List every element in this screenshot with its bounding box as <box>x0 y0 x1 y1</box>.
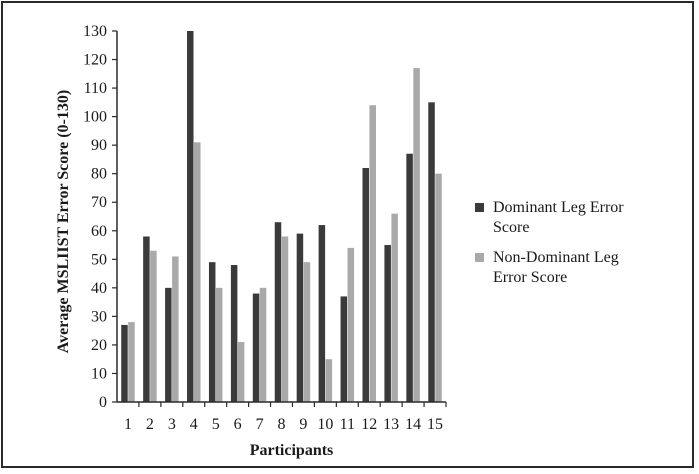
y-tick-label: 30 <box>91 308 107 325</box>
bar-series-1 <box>296 233 304 402</box>
bar-series-2 <box>435 173 442 402</box>
bar-series-1 <box>252 293 260 402</box>
bar-series-1 <box>274 222 282 402</box>
bar-series-2 <box>325 359 333 402</box>
y-tick-label: 110 <box>84 80 107 97</box>
x-tick-label: 11 <box>340 416 355 433</box>
bar-series-1 <box>208 262 216 402</box>
x-tick-label: 12 <box>361 416 377 433</box>
x-tick-label: 14 <box>405 416 421 433</box>
bar-series-2 <box>172 256 179 402</box>
bar-series-1 <box>384 245 391 402</box>
bar-series-2 <box>303 262 311 402</box>
bar-series-1 <box>406 153 413 402</box>
y-axis-ticks: 0 10 20 30 40 50 60 70 80 90 100 110 120 130 <box>83 23 117 411</box>
x-tick-label: 13 <box>383 416 399 433</box>
x-tick-label: 9 <box>299 416 307 433</box>
bar-series-2 <box>391 213 398 402</box>
x-tick-label: 2 <box>146 416 154 433</box>
bar-series-1 <box>143 236 150 402</box>
bar-series-1 <box>165 287 172 402</box>
x-tick-label: 1 <box>124 416 132 433</box>
bars <box>121 31 442 403</box>
y-tick-label: 130 <box>83 23 107 40</box>
y-tick-label: 20 <box>91 337 107 354</box>
bar-series-2 <box>150 250 157 402</box>
y-tick-label: 0 <box>99 394 107 411</box>
x-tick-label: 5 <box>212 416 220 433</box>
y-tick-label: 40 <box>91 280 107 297</box>
bar-series-1 <box>340 296 348 402</box>
y-tick-label: 100 <box>83 109 107 126</box>
bar-series-2 <box>128 322 135 402</box>
y-tick-label: 10 <box>91 365 107 382</box>
x-axis-ticks: 1 2 3 4 5 6 7 8 9 10 11 12 13 14 15 <box>124 402 447 433</box>
bar-series-1 <box>230 265 238 402</box>
bar-series-2 <box>237 342 245 402</box>
y-tick-label: 60 <box>91 223 107 240</box>
bar-series-1 <box>428 102 435 402</box>
y-tick-label: 50 <box>91 251 107 268</box>
bar-series-2 <box>194 142 201 403</box>
y-tick-label: 120 <box>83 52 107 69</box>
bar-series-2 <box>369 105 376 402</box>
x-tick-label: 3 <box>168 416 176 433</box>
y-tick-label: 90 <box>91 137 107 154</box>
legend-swatch <box>475 203 484 212</box>
x-tick-label: 6 <box>234 416 242 433</box>
x-tick-label: 4 <box>190 416 198 433</box>
bar-series-1 <box>121 324 128 402</box>
bar-series-2 <box>281 236 289 402</box>
x-tick-label: 8 <box>278 416 286 433</box>
x-axis-title: Participants <box>250 442 334 459</box>
legend: Dominant Leg Error Score Non-Dominant Leg E… <box>475 199 624 286</box>
y-axis-title: Average MSLIIST Error Score (0-130) <box>55 90 72 353</box>
bar-series-2 <box>347 247 355 402</box>
bar-series-2 <box>215 287 223 402</box>
legend-label: Non-Dominant Leg Error Score <box>493 249 619 286</box>
x-tick-label: 7 <box>256 416 264 433</box>
x-tick-label: 10 <box>317 416 333 433</box>
bar-series-1 <box>187 31 194 402</box>
bar-series-2 <box>259 287 267 402</box>
bar-series-1 <box>362 167 369 402</box>
legend-label: Dominant Leg Error Score <box>493 199 624 236</box>
bar-series-2 <box>413 68 420 402</box>
x-tick-label: 15 <box>427 416 443 433</box>
legend-swatch <box>475 253 484 262</box>
y-tick-label: 80 <box>91 166 107 183</box>
bar-series-1 <box>318 225 326 402</box>
y-tick-label: 70 <box>91 194 107 211</box>
